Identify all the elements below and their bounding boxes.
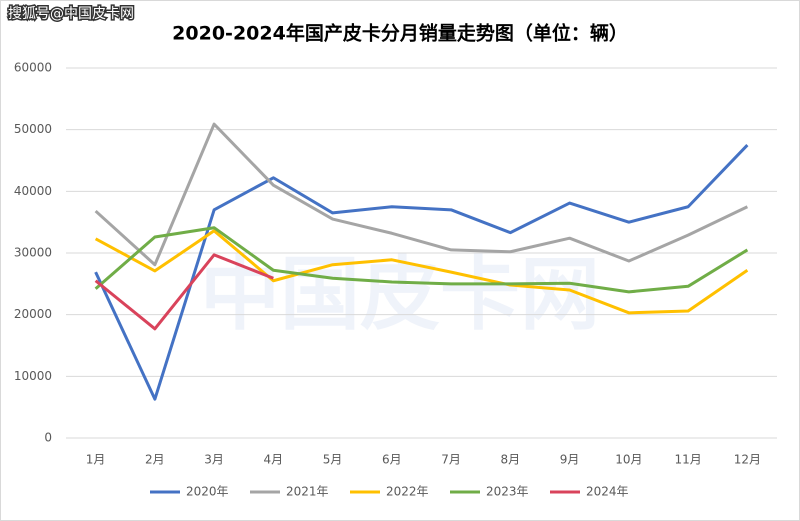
x-tick-label: 1月 <box>86 453 106 467</box>
series-line <box>94 229 749 315</box>
y-tick-label: 30000 <box>14 246 52 260</box>
watermark: 搜狐号@中国皮卡网 <box>8 6 134 22</box>
chart-title: 2020-2024年国产皮卡分月销量走势图（单位：辆） <box>172 22 628 45</box>
x-tick-label: 5月 <box>323 453 343 467</box>
x-tick-label: 9月 <box>560 453 580 467</box>
y-tick-label: 10000 <box>14 369 52 383</box>
y-tick-label: 20000 <box>14 307 52 321</box>
x-tick-label: 2月 <box>145 453 165 467</box>
x-tick-label: 3月 <box>204 453 224 467</box>
legend-label: 2024年 <box>586 485 629 499</box>
y-tick-label: 60000 <box>14 61 52 75</box>
x-tick-label: 12月 <box>734 453 761 467</box>
series-line <box>94 226 749 294</box>
y-tick-label: 0 <box>44 431 52 445</box>
legend-label: 2023年 <box>486 485 529 499</box>
y-tick-label: 50000 <box>14 122 52 136</box>
series-line <box>94 253 274 331</box>
legend-label: 2020年 <box>186 485 229 499</box>
x-tick-label: 7月 <box>441 453 461 467</box>
legend-label: 2022年 <box>386 485 429 499</box>
x-tick-label: 11月 <box>674 453 701 467</box>
background-watermark: 中国皮卡网 <box>200 248 600 341</box>
x-tick-label: 4月 <box>264 453 284 467</box>
series-line <box>94 144 749 401</box>
x-tick-label: 8月 <box>501 453 521 467</box>
y-tick-label: 40000 <box>14 184 52 198</box>
series-line <box>94 122 749 267</box>
x-tick-label: 6月 <box>382 453 402 467</box>
x-tick-label: 10月 <box>615 453 642 467</box>
legend-label: 2021年 <box>286 485 329 499</box>
